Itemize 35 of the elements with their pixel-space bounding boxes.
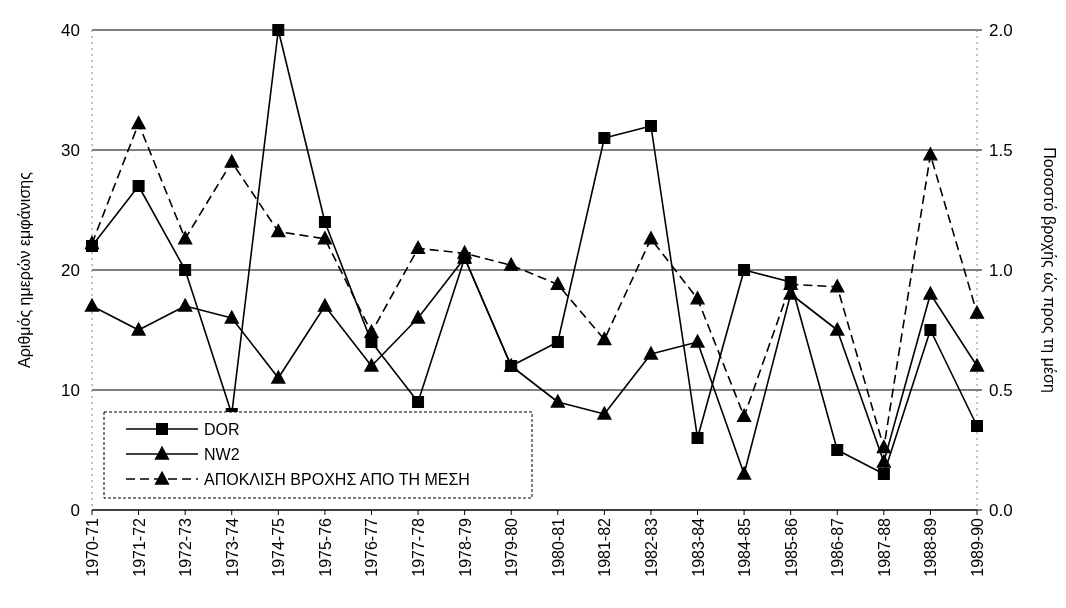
legend-label: NW2 <box>204 446 240 463</box>
y-tick-label: 0 <box>70 501 80 520</box>
x-tick-label: 1971-72 <box>130 517 148 577</box>
x-tick-label: 1981-82 <box>596 517 614 577</box>
x-tick-label: 1989-90 <box>969 517 986 577</box>
y2-tick-label: 0.0 <box>989 501 1013 520</box>
y2-tick-label: 1.0 <box>989 261 1013 280</box>
x-tick-label: 1988-89 <box>922 517 940 577</box>
y2-tick-label: 1.5 <box>989 141 1013 160</box>
legend-label: ΑΠΟΚΛΙΣΗ ΒΡΟΧΗΣ ΑΠΟ ΤΗ ΜΕΣΗ <box>204 471 470 488</box>
x-tick-label: 1985-86 <box>782 517 800 577</box>
x-tick-label: 1976-77 <box>363 517 381 577</box>
x-tick-label: 1975-76 <box>316 517 334 577</box>
y2-axis-title: Ποσοστό βροχής ώς προς τη μέση <box>1041 147 1058 393</box>
x-tick-label: 1986-87 <box>829 517 847 577</box>
x-tick-label: 1970-71 <box>84 517 101 577</box>
legend-label: DOR <box>204 421 240 438</box>
y-tick-label: 20 <box>61 261 80 280</box>
x-tick-label: 1982-83 <box>642 517 660 577</box>
x-tick-label: 1979-80 <box>503 517 521 577</box>
y2-tick-label: 0.5 <box>989 381 1013 400</box>
x-tick-label: 1984-85 <box>736 517 754 577</box>
y-axis-title: Αριθμός ημερών εμφάνισης <box>16 171 33 368</box>
x-tick-label: 1972-73 <box>177 517 195 577</box>
x-tick-label: 1977-78 <box>410 517 428 577</box>
y-tick-label: 30 <box>61 141 80 160</box>
x-tick-label: 1983-84 <box>689 517 707 577</box>
x-tick-label: 1973-74 <box>223 517 241 577</box>
x-tick-label: 1978-79 <box>456 517 474 577</box>
x-tick-label: 1987-88 <box>875 517 893 577</box>
y-tick-label: 40 <box>61 21 80 40</box>
y-tick-label: 10 <box>61 381 80 400</box>
x-tick-label: 1974-75 <box>270 517 288 577</box>
x-tick-label: 1980-81 <box>549 517 567 577</box>
y2-tick-label: 2.0 <box>989 21 1013 40</box>
